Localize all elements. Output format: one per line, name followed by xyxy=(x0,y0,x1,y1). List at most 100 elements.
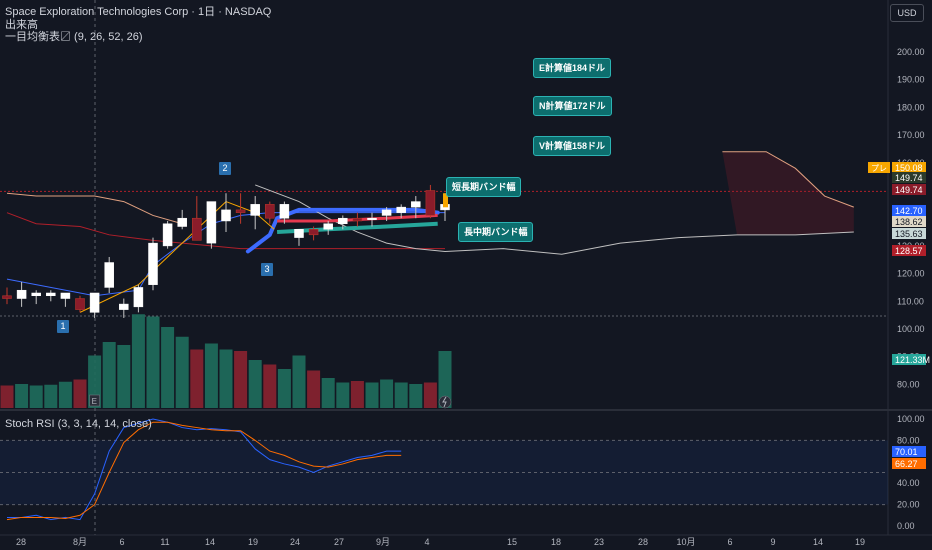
volume-bar xyxy=(102,342,116,408)
volume-bar xyxy=(234,351,248,408)
time-tick-label: 8月 xyxy=(73,537,87,547)
volume-bar xyxy=(409,384,423,408)
time-tick-label: 9 xyxy=(770,537,775,547)
candle xyxy=(294,229,304,238)
v-calc-callout: V計算値158ドル xyxy=(533,136,612,156)
volume-bar xyxy=(394,382,408,408)
price-badge-value: 150.08 xyxy=(895,163,923,173)
volume-bar xyxy=(131,314,145,408)
price-tick-label: 120.00 xyxy=(897,269,925,279)
price-badge xyxy=(892,245,926,256)
time-tick-label: 10月 xyxy=(676,537,695,547)
price-badge xyxy=(892,162,926,173)
stoch-tick-label: 20.00 xyxy=(897,500,920,510)
price-badge xyxy=(892,216,926,227)
earnings-icon-letter: E xyxy=(92,397,97,406)
time-tick-label: 28 xyxy=(16,537,26,547)
stoch-d-badge xyxy=(892,458,926,469)
volume-bar xyxy=(350,381,364,408)
time-tick-label: 24 xyxy=(290,537,300,547)
volume-bar xyxy=(117,345,131,408)
candle xyxy=(206,201,217,244)
price-badge-value: 142.70 xyxy=(895,206,923,216)
candle xyxy=(381,209,392,216)
time-tick-label: 28 xyxy=(638,537,648,547)
time-tick-label: 6 xyxy=(727,537,732,547)
premarket-tag-label: プレ xyxy=(871,164,887,173)
candle xyxy=(162,223,173,247)
volume-bar xyxy=(336,382,350,408)
chart-title: Space Exploration Technologies Corp · 1日… xyxy=(5,6,272,18)
price-badge-value: 128.57 xyxy=(895,246,923,256)
candle xyxy=(323,223,333,230)
time-tick-label: 9月 xyxy=(376,537,390,547)
volume-label: 出来高 xyxy=(5,19,38,31)
earnings-icon xyxy=(89,394,100,407)
stoch-rsi-label: Stoch RSI (3, 3, 14, 14, close) xyxy=(5,418,152,430)
time-tick-label: 19 xyxy=(855,537,865,547)
price-tick-label: 80.00 xyxy=(897,379,920,389)
volume-bar xyxy=(380,379,394,408)
price-badge xyxy=(892,205,926,216)
short-band-callout: 短長期バンド幅 xyxy=(446,177,522,197)
time-tick-label: 27 xyxy=(334,537,344,547)
time-tick-label: 6 xyxy=(119,537,124,547)
stoch-tick-label: 0.00 xyxy=(897,521,915,531)
volume-bar xyxy=(307,370,321,408)
candle xyxy=(192,217,202,241)
wave-label-1: 1 xyxy=(57,320,69,333)
volume-bar xyxy=(29,385,43,408)
currency-button[interactable]: USD xyxy=(890,4,924,22)
candle xyxy=(148,242,158,285)
volume-bar xyxy=(263,364,277,408)
volume-bar xyxy=(277,369,291,408)
time-tick-label: 23 xyxy=(594,537,604,547)
candle xyxy=(221,209,231,222)
volume-bar xyxy=(146,316,160,408)
cloud-top-line xyxy=(722,151,854,208)
time-tick-label: 18 xyxy=(551,537,561,547)
price-badge-value: 138.62 xyxy=(895,217,923,227)
candle xyxy=(2,295,12,299)
candle xyxy=(265,204,275,219)
candle xyxy=(338,217,348,224)
volume-bar xyxy=(321,378,335,408)
stoch-tick-label: 100.00 xyxy=(897,414,925,424)
candle xyxy=(75,298,85,310)
time-tick-label: 15 xyxy=(507,537,517,547)
candle xyxy=(46,292,56,297)
stoch-k-badge xyxy=(892,446,926,457)
long-band-callout: 長中期バンド幅 xyxy=(458,222,534,242)
stoch-tick-label: 80.00 xyxy=(897,435,920,445)
candle xyxy=(60,292,71,299)
candle xyxy=(425,190,436,216)
candle xyxy=(133,287,144,308)
wave-label-3: 3 xyxy=(261,263,273,276)
volume-bar xyxy=(0,385,14,408)
time-tick-label: 14 xyxy=(813,537,823,547)
candle xyxy=(411,201,421,208)
price-tick-label: 200.00 xyxy=(897,47,925,57)
stoch-k-line xyxy=(7,418,402,521)
e-calc-callout: E計算値184ドル xyxy=(533,58,612,78)
volume-bar xyxy=(423,382,437,408)
candle xyxy=(119,303,129,310)
stoch-tick-label: 40.00 xyxy=(897,478,920,488)
price-badge-value: 149.74 xyxy=(895,185,923,195)
volume-bar xyxy=(292,355,306,408)
volume-bar xyxy=(73,379,87,408)
candle xyxy=(279,204,290,219)
price-badge-value: 121.33M xyxy=(895,355,930,365)
candle xyxy=(16,289,27,299)
n-calc-callout: N計算値172ドル xyxy=(533,96,612,116)
volume-bar xyxy=(58,381,72,408)
kumo-cloud xyxy=(722,151,854,235)
candle xyxy=(89,292,100,313)
candle xyxy=(235,209,246,213)
price-badge xyxy=(892,228,926,239)
price-tick-label: 190.00 xyxy=(897,75,925,85)
volume-bar xyxy=(438,351,452,408)
time-tick-label: 19 xyxy=(248,537,258,547)
candle xyxy=(250,204,260,216)
